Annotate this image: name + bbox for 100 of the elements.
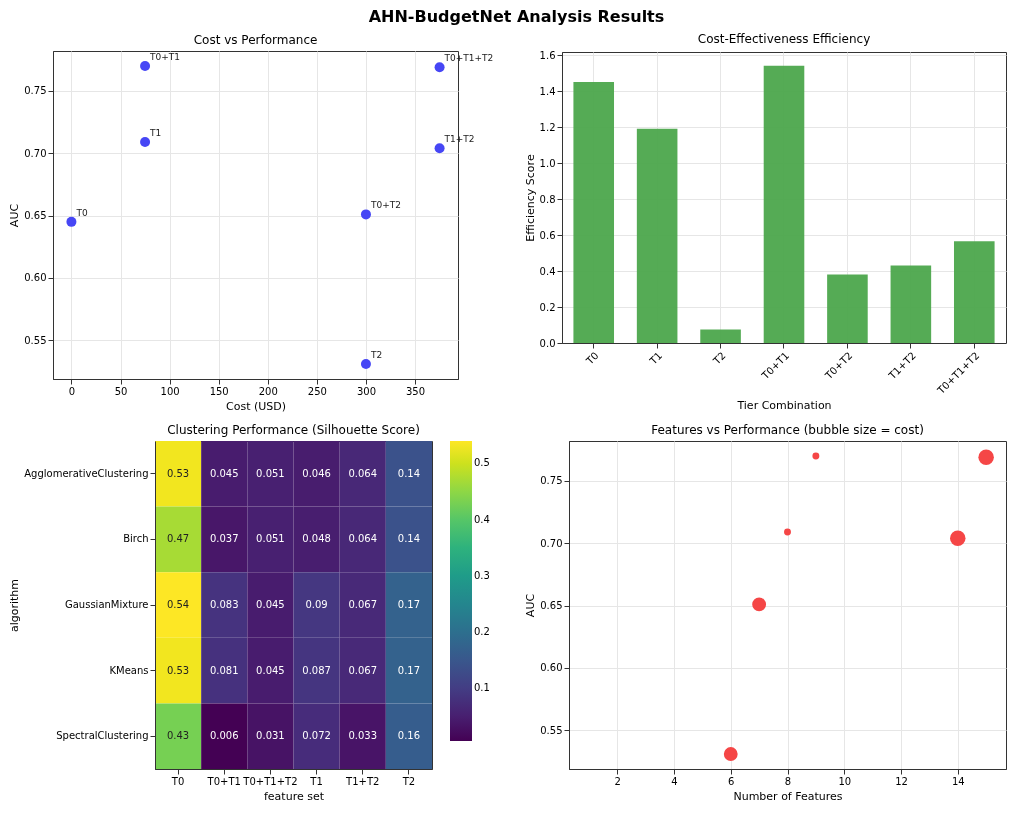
y-axis-title: Efficiency Score (523, 154, 537, 242)
point (66, 216, 77, 227)
x-tick-label: 250 (307, 385, 327, 397)
point (434, 143, 445, 154)
x-tick-label: 6 (728, 775, 735, 787)
x-axis-title: Cost (USD) (225, 399, 287, 413)
y-tick-label: 0.70 (540, 537, 563, 549)
x-tick-label: T0 (170, 775, 185, 787)
y-tick-label: 0.2 (539, 301, 556, 313)
data-label: 0.064 (348, 533, 378, 545)
x-tick-label: T1 (309, 775, 323, 787)
x-tick-label: 8 (784, 775, 792, 787)
x-tick-label: 4 (671, 775, 678, 787)
point (360, 209, 371, 220)
y-tick-label: 0.0 (539, 337, 556, 349)
x-tick-label: 0 (68, 385, 76, 397)
chart-title: Cost vs Performance (193, 33, 318, 47)
x-tick-label: 100 (160, 385, 180, 397)
data-label: 0.048 (302, 533, 331, 545)
data-label: 0.064 (348, 467, 378, 479)
x-axis-title: feature set (263, 789, 325, 803)
data-label: 0.087 (302, 664, 331, 676)
y-tick-label: KMeans (109, 664, 149, 676)
x-tick-label: T1 (646, 349, 665, 368)
y-tick-label: AgglomerativeClustering (24, 467, 149, 479)
x-tick-label: 50 (114, 385, 128, 397)
y-tick-label: SpectralClustering (56, 730, 149, 742)
data-label: 0.43 (166, 730, 190, 742)
data-label: 0.045 (209, 467, 239, 479)
color-bar-label: 0.3 (474, 569, 490, 581)
color-bar-label: 0.1 (474, 682, 490, 694)
data-label: 0.14 (397, 533, 421, 545)
y-axis-title: algorithm (8, 578, 22, 633)
y-tick-label: 0.60 (540, 662, 563, 674)
x-axis-title: Tier Combination (736, 398, 832, 412)
x-tick-label: 150 (209, 385, 229, 397)
point (140, 60, 151, 71)
y-tick-label: 0.75 (540, 475, 563, 487)
data-label: 0.051 (256, 467, 285, 479)
y-tick-label: 0.60 (24, 272, 47, 284)
y-tick-label: GaussianMixture (64, 599, 149, 610)
bar (827, 274, 868, 343)
data-label: 0.09 (305, 599, 328, 610)
x-tick-label: T2 (710, 349, 728, 368)
y-tick-label: 0.75 (24, 85, 47, 97)
y-tick-label: 0.65 (24, 210, 47, 222)
y-tick-label: 0.6 (539, 229, 556, 241)
x-tick-label: T2 (401, 775, 416, 787)
x-tick-label: T1+T2 (345, 775, 380, 787)
data-label: 0.046 (302, 467, 331, 479)
y-tick-label: 0.55 (24, 334, 47, 346)
y-tick-label: 0.4 (539, 265, 556, 277)
data-label: 0.045 (256, 599, 285, 610)
annotation: T0+T2 (369, 200, 401, 211)
bar (636, 128, 678, 343)
bar (700, 329, 741, 343)
y-axis-title: AUC (524, 593, 538, 618)
bar (573, 82, 615, 343)
y-tick-label: 1.0 (539, 157, 556, 169)
annotation: T0+T1 (149, 51, 181, 62)
data-label: 0.083 (209, 599, 239, 610)
data-label: 0.54 (166, 599, 190, 610)
data-label: 0.17 (397, 664, 421, 676)
text: AHN-BudgetNet Analysis Results (367, 6, 666, 28)
data-label: 0.47 (166, 533, 190, 545)
x-tick-label: 14 (951, 775, 965, 787)
bar (763, 65, 805, 343)
x-tick-label: 300 (356, 385, 376, 397)
y-tick-label: 1.2 (539, 121, 556, 133)
y-tick-label: 0.65 (540, 600, 563, 612)
data-label: 0.17 (397, 599, 421, 610)
y-tick-label: 0.70 (24, 147, 47, 159)
x-axis-title: Number of Features (733, 789, 843, 803)
chart-title: Clustering Performance (Silhouette Score) (167, 423, 420, 437)
data-label: 0.081 (209, 664, 239, 676)
data-label: 0.051 (256, 533, 285, 545)
y-tick-label: 0.55 (540, 724, 563, 736)
x-tick-label: 12 (895, 775, 908, 787)
color-bar-label: 0.4 (474, 513, 490, 525)
x-tick-label: 350 (406, 385, 426, 397)
color-bar-label: 0.5 (474, 457, 490, 469)
data-label: 0.037 (209, 533, 239, 545)
x-tick-label: 2 (614, 775, 621, 787)
data-label: 0.033 (348, 730, 378, 742)
bar (953, 241, 995, 343)
point (434, 62, 445, 73)
x-tick-label: T0+T1 (206, 775, 241, 787)
data-label: 0.031 (256, 730, 285, 742)
x-tick-label: 10 (838, 775, 852, 787)
data-label: 0.14 (397, 467, 421, 479)
bar (890, 265, 932, 343)
data-label: 0.045 (256, 664, 285, 676)
x-tick-label: 200 (258, 385, 278, 397)
x-tick-label: T0+T1+T2 (242, 775, 298, 787)
chart-title: Cost-Effectiveness Efficiency (697, 32, 871, 47)
color-bar-label: 0.2 (474, 626, 490, 638)
data-label: 0.072 (302, 730, 331, 742)
data-label: 0.16 (397, 730, 421, 742)
y-tick-label: 0.8 (539, 193, 556, 205)
annotation: T1 (149, 128, 162, 139)
